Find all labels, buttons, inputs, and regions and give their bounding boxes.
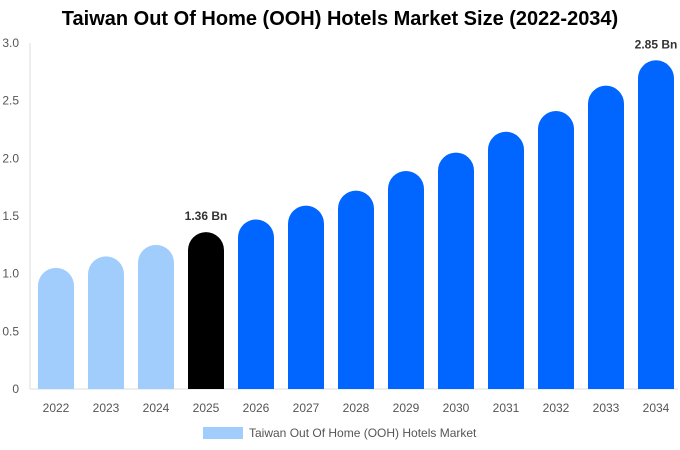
x-tick-label: 2022 [43,401,70,415]
x-tick-label: 2030 [443,401,470,415]
x-tick-label: 2033 [593,401,620,415]
data-label-2025: 1.36 Bn [185,209,228,223]
bar-2026 [238,219,274,389]
y-tick-label: 2.0 [2,151,19,165]
x-tick-label: 2025 [193,401,220,415]
data-label-2034: 2.85 Bn [635,37,678,51]
y-tick-label: 3.0 [2,36,19,50]
x-tick-label: 2024 [143,401,170,415]
bar-2031 [488,131,524,389]
x-tick-label: 2026 [243,401,270,415]
x-tick-label: 2032 [543,401,570,415]
bar-2030 [438,152,474,389]
bar-2028 [338,190,374,389]
y-tick-label: 1.0 [2,267,19,281]
bar-2023 [88,256,124,389]
bar-2034 [638,60,674,389]
legend-swatch [203,427,243,439]
legend-label: Taiwan Out Of Home (OOH) Hotels Market [249,426,477,440]
bar-2027 [288,205,324,389]
x-tick-label: 2028 [343,401,370,415]
bar-2029 [388,171,424,389]
legend: Taiwan Out Of Home (OOH) Hotels Market [203,426,476,440]
y-tick-label: 2.5 [2,94,19,108]
y-tick-label: 1.5 [2,209,19,223]
y-tick-label: 0.5 [2,324,19,338]
bar-2024 [138,244,174,389]
x-tick-label: 2031 [493,401,520,415]
bar-2033 [588,85,624,389]
y-tick-label: 0 [12,382,19,396]
x-tick-label: 2034 [643,401,670,415]
chart-title: Taiwan Out Of Home (OOH) Hotels Market S… [61,8,619,30]
x-tick-label: 2023 [93,401,120,415]
bar-2032 [538,111,574,389]
bar-2025 [188,232,224,389]
x-tick-label: 2027 [293,401,320,415]
bar-2022 [38,267,74,389]
x-tick-label: 2029 [393,401,420,415]
